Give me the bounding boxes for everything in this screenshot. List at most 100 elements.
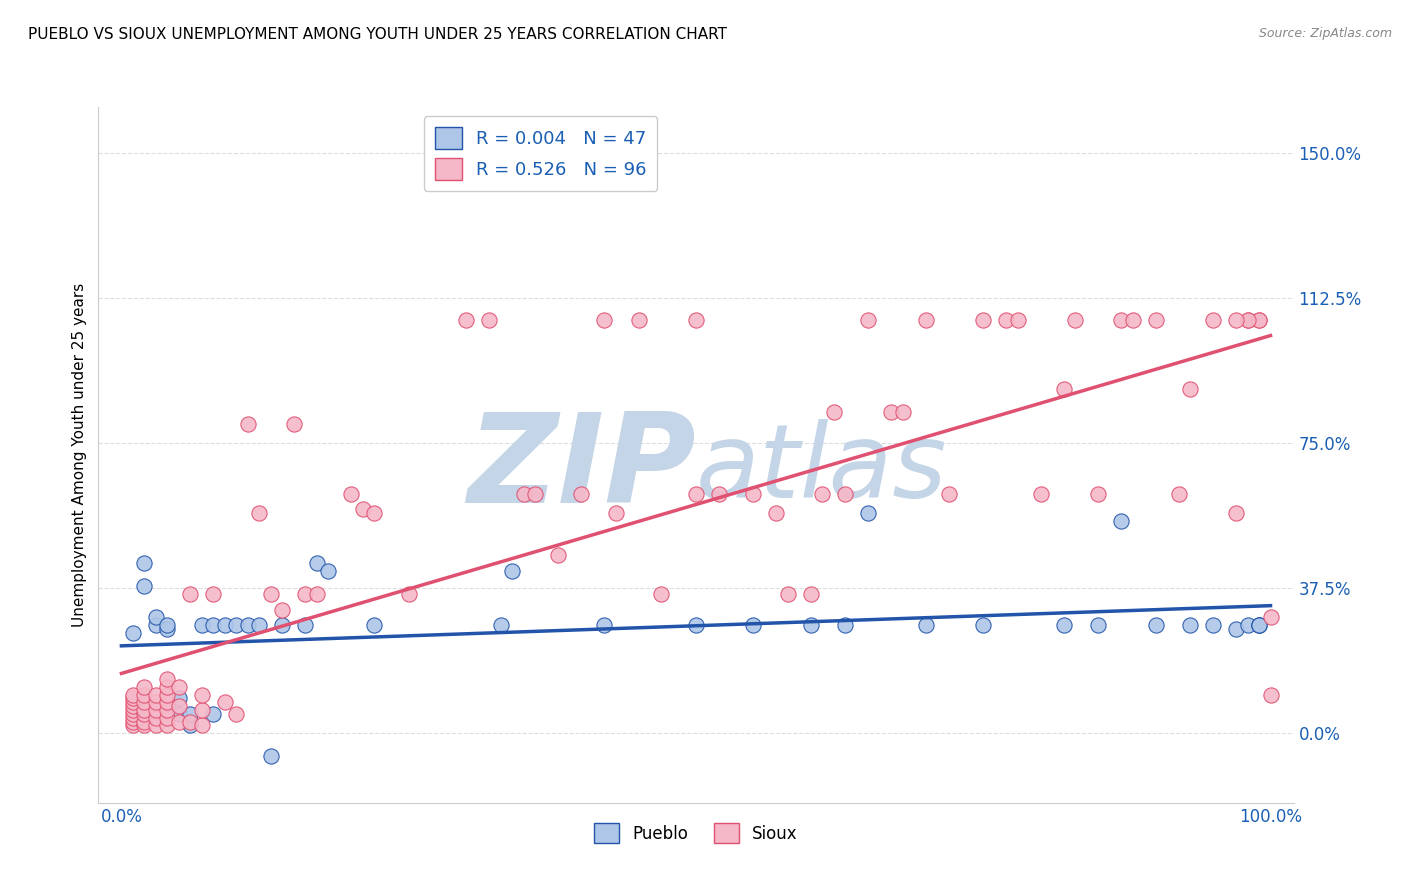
Point <box>707 486 730 500</box>
Point <box>145 618 167 632</box>
Point <box>352 502 374 516</box>
Point <box>225 618 247 632</box>
Point <box>1064 312 1087 326</box>
Point <box>524 486 547 500</box>
Point <box>685 618 707 632</box>
Point <box>456 312 478 326</box>
Point <box>145 688 167 702</box>
Point <box>179 714 201 729</box>
Point <box>1225 312 1247 326</box>
Point <box>167 714 190 729</box>
Point <box>134 688 156 702</box>
Point <box>134 695 156 709</box>
Point <box>156 711 179 725</box>
Point <box>156 618 179 632</box>
Point <box>1007 312 1029 326</box>
Point <box>145 610 167 624</box>
Point <box>134 703 156 717</box>
Point <box>1236 312 1258 326</box>
Point <box>1260 688 1282 702</box>
Point <box>134 680 156 694</box>
Point <box>260 587 283 601</box>
Point <box>134 714 156 729</box>
Point <box>880 405 903 419</box>
Point <box>167 699 190 714</box>
Point <box>811 486 834 500</box>
Point <box>316 564 339 578</box>
Point <box>512 486 534 500</box>
Point <box>294 587 316 601</box>
Point <box>305 556 328 570</box>
Point <box>1225 506 1247 520</box>
Point <box>501 564 523 578</box>
Point <box>134 718 156 732</box>
Point <box>167 706 190 721</box>
Point <box>685 486 707 500</box>
Point <box>891 405 914 419</box>
Point <box>236 417 259 431</box>
Point <box>283 417 305 431</box>
Point <box>823 405 845 419</box>
Point <box>122 699 145 714</box>
Point <box>776 587 799 601</box>
Point <box>489 618 512 632</box>
Point <box>547 549 569 563</box>
Point <box>122 691 145 706</box>
Point <box>800 618 823 632</box>
Point <box>260 749 283 764</box>
Point <box>225 706 247 721</box>
Point <box>1144 312 1167 326</box>
Point <box>1053 618 1076 632</box>
Point <box>156 695 179 709</box>
Point <box>569 486 592 500</box>
Point <box>122 625 145 640</box>
Point <box>156 699 179 714</box>
Point <box>478 312 501 326</box>
Point <box>834 618 856 632</box>
Point <box>1247 618 1270 632</box>
Point <box>156 680 179 694</box>
Point <box>134 579 156 593</box>
Point <box>1178 618 1201 632</box>
Point <box>1202 618 1225 632</box>
Point <box>1109 514 1132 528</box>
Point <box>236 618 259 632</box>
Point <box>305 587 328 601</box>
Point <box>742 618 765 632</box>
Text: ZIP: ZIP <box>467 409 696 529</box>
Point <box>995 312 1018 326</box>
Point <box>167 691 190 706</box>
Legend: Pueblo, Sioux: Pueblo, Sioux <box>588 816 804 850</box>
Point <box>145 695 167 709</box>
Point <box>363 506 385 520</box>
Point <box>1260 610 1282 624</box>
Point <box>191 618 214 632</box>
Point <box>214 695 236 709</box>
Point <box>593 618 616 632</box>
Point <box>122 714 145 729</box>
Point <box>294 618 316 632</box>
Point <box>363 618 385 632</box>
Point <box>742 486 765 500</box>
Point <box>122 695 145 709</box>
Point <box>972 618 994 632</box>
Point <box>1109 312 1132 326</box>
Point <box>191 703 214 717</box>
Point <box>1247 618 1270 632</box>
Point <box>247 506 270 520</box>
Point <box>1087 618 1109 632</box>
Point <box>1202 312 1225 326</box>
Point <box>179 706 201 721</box>
Point <box>202 587 225 601</box>
Point <box>340 486 363 500</box>
Point <box>271 618 294 632</box>
Point <box>605 506 627 520</box>
Point <box>1236 312 1258 326</box>
Point <box>179 587 201 601</box>
Text: Source: ZipAtlas.com: Source: ZipAtlas.com <box>1258 27 1392 40</box>
Point <box>972 312 994 326</box>
Point <box>145 703 167 717</box>
Point <box>191 688 214 702</box>
Point <box>765 506 787 520</box>
Point <box>202 618 225 632</box>
